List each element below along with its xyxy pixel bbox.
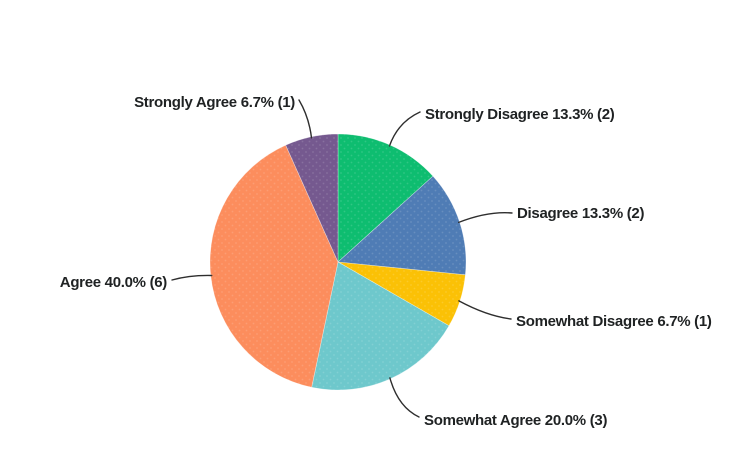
slice-label-somewhat-agree: Somewhat Agree 20.0% (3) [424,412,608,429]
leader-line-somewhat-disagree [458,300,512,320]
slice-label-strongly-agree: Strongly Agree 6.7% (1) [134,94,295,111]
slice-label-strongly-disagree: Strongly Disagree 13.3% (2) [425,106,615,123]
leader-line-strongly-disagree [388,111,421,147]
slice-label-disagree: Disagree 13.3% (2) [517,205,645,222]
pie-texture-overlay [210,134,466,390]
slice-label-somewhat-disagree: Somewhat Disagree 6.7% (1) [516,313,712,330]
leader-line-strongly-agree [298,99,313,139]
slice-label-agree: Agree 40.0% (6) [59,274,168,291]
leader-line-agree [171,274,213,281]
leader-line-somewhat-agree [389,377,420,418]
leader-line-disagree [458,212,513,224]
